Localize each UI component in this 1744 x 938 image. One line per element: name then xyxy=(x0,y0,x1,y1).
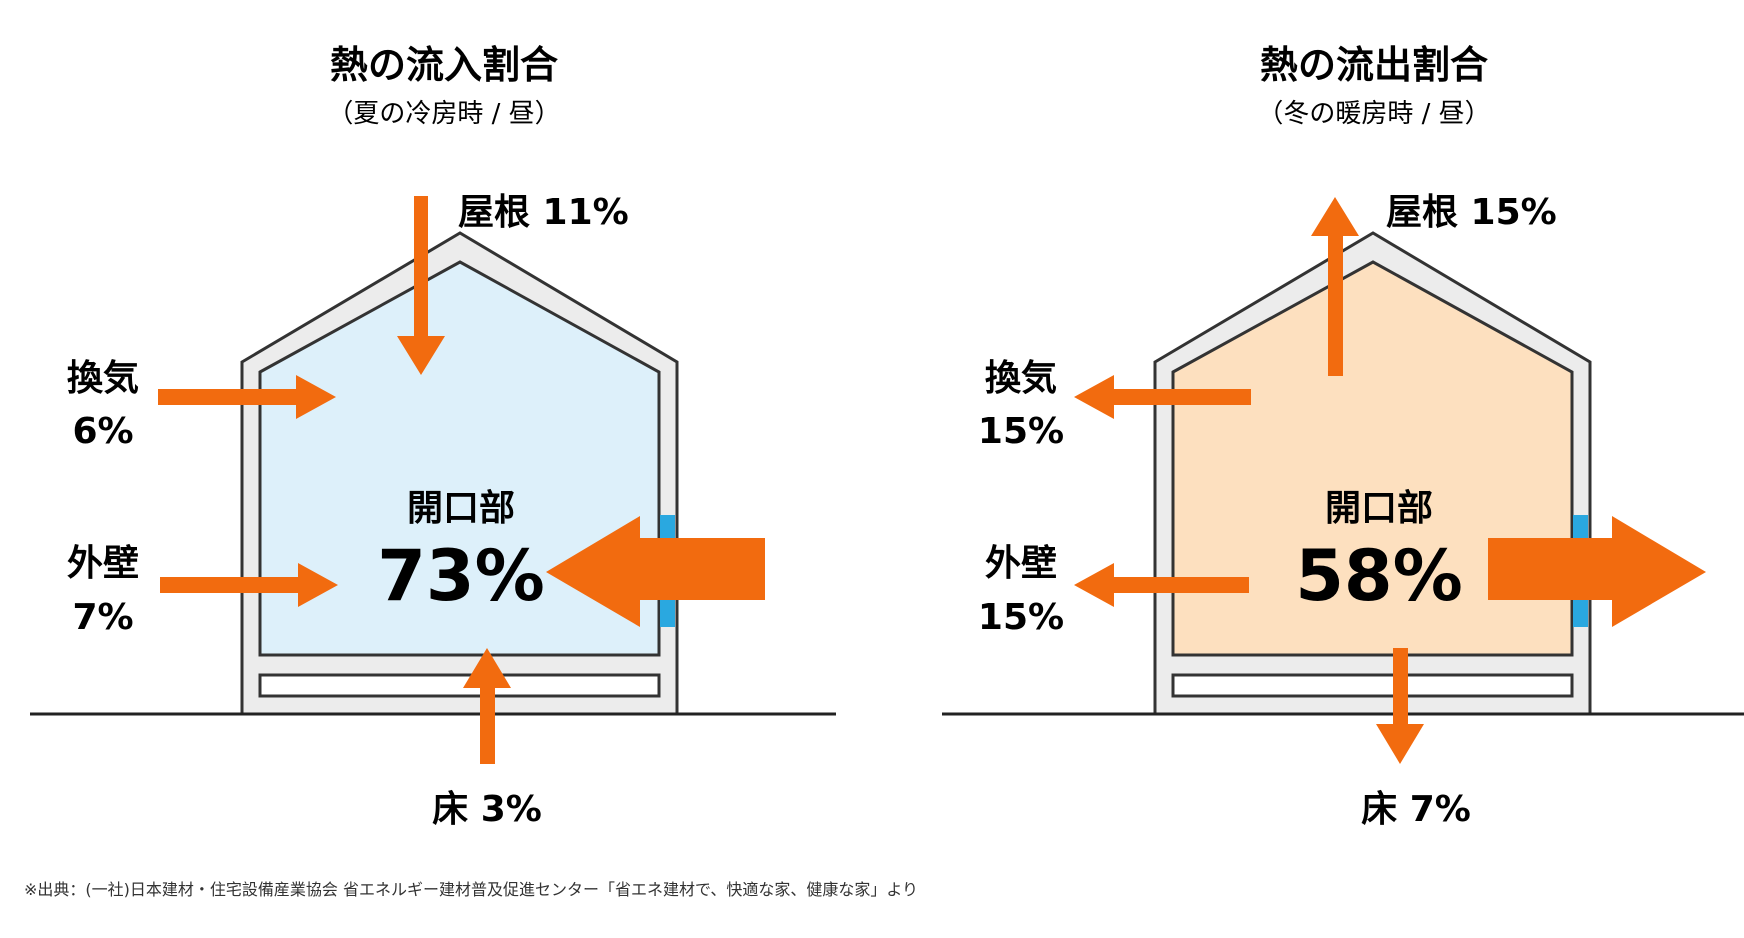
winter-roof-arrow xyxy=(1311,197,1359,376)
summer-subtitle: （夏の冷房時 / 昼） xyxy=(327,99,560,129)
summer-roof-label: 屋根 11% xyxy=(458,192,629,233)
winter-opening-label: 開口部 xyxy=(1325,488,1433,529)
summer-floor-slab xyxy=(258,673,661,698)
source-note: ※出典：(一社)日本建材・住宅設備産業協会 省エネルギー建材普及促進センター「省… xyxy=(24,880,918,899)
winter-floor-label: 床 7% xyxy=(1361,789,1471,830)
summer-opening-label: 開口部 xyxy=(407,488,515,529)
winter-vent-arrow xyxy=(1074,375,1251,419)
summer-title: 熱の流入割合 xyxy=(330,43,558,87)
summer-wall-pct: 7% xyxy=(72,597,133,638)
winter-vent-pct: 15% xyxy=(978,411,1064,452)
winter-wall-label: 外壁 xyxy=(985,543,1057,584)
winter-panel: 熱の流出割合 （冬の暖房時 / 昼） 屋根 15% 換気 15% 外壁 15% … xyxy=(942,43,1744,830)
winter-roof-label: 屋根 15% xyxy=(1386,192,1557,233)
winter-wall-arrow xyxy=(1074,563,1249,607)
winter-wall-pct: 15% xyxy=(978,597,1064,638)
summer-floor-arrow xyxy=(463,648,511,764)
winter-title: 熱の流出割合 xyxy=(1260,43,1488,87)
summer-vent-label: 換気 xyxy=(67,358,139,399)
summer-wall-label: 外壁 xyxy=(67,543,139,584)
summer-wall-arrow xyxy=(160,563,338,607)
winter-floor-slab xyxy=(1171,673,1574,698)
winter-subtitle: （冬の暖房時 / 昼） xyxy=(1257,99,1490,129)
summer-opening-pct: 73% xyxy=(377,535,545,617)
summer-floor-label: 床 3% xyxy=(432,789,542,830)
winter-floor-arrow xyxy=(1376,648,1424,764)
winter-vent-label: 換気 xyxy=(985,358,1057,399)
summer-roof-arrow xyxy=(397,196,445,375)
winter-opening-arrow xyxy=(1488,516,1706,627)
winter-opening-pct: 58% xyxy=(1295,535,1463,617)
summer-panel: 熱の流入割合 （夏の冷房時 / 昼） 屋根 11% 換気 6% 外壁 7% 開口… xyxy=(30,43,836,830)
summer-vent-arrow xyxy=(158,375,336,419)
summer-vent-pct: 6% xyxy=(72,411,133,452)
summer-opening-arrow xyxy=(546,516,765,627)
